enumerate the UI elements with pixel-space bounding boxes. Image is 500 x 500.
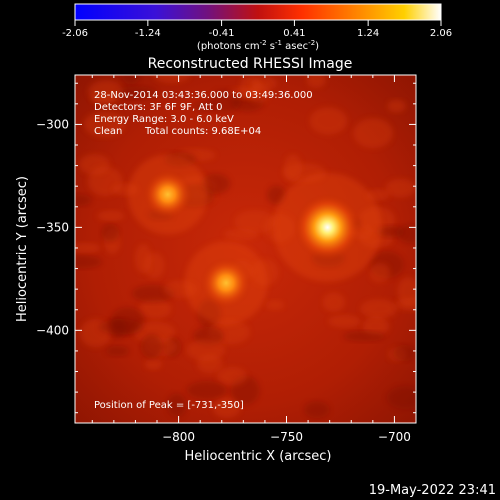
speckle-blob	[105, 345, 130, 357]
speckle-blob	[97, 210, 125, 222]
speckle-blob	[83, 111, 126, 137]
speckle-blob	[353, 118, 393, 149]
source-blob	[293, 193, 362, 262]
speckle-blob	[186, 339, 225, 361]
speckle-blob	[153, 75, 190, 84]
speckle-blob	[304, 401, 330, 419]
speckle-blob	[283, 154, 303, 183]
colorbar-tick-label: -2.06	[62, 28, 88, 39]
speckle-blob	[75, 255, 102, 269]
speckle-blob	[393, 344, 416, 361]
speckle-blob	[75, 194, 92, 207]
speckle-blob	[193, 101, 216, 112]
y-tick-label: −300	[36, 117, 69, 131]
speckle-blob	[385, 178, 416, 198]
chart-title: Reconstructed RHESSI Image	[148, 56, 353, 72]
source-blob	[142, 169, 193, 220]
x-axis-label: Heliocentric X (arcsec)	[185, 449, 332, 464]
colorbar-ticks: -2.06 -1.24 -0.41 0.41 1.24 2.06	[62, 20, 452, 39]
footer-timestamp: 19-May-2022 23:41	[369, 483, 496, 498]
annotation-time: 28-Nov-2014 03:43:36.000 to 03:49:36.000	[94, 90, 313, 101]
speckle-blob	[113, 86, 157, 99]
speckle-blob	[91, 93, 116, 105]
colorbar-units: (photons cm-2 s-1 asec-2)	[197, 39, 319, 52]
speckle-blob	[362, 316, 390, 336]
source-blob	[200, 256, 253, 309]
speckle-blob	[134, 244, 152, 274]
y-tick-label: −400	[36, 323, 69, 337]
speckle-blob	[75, 242, 101, 254]
annotation-counts: Total counts: 9.68E+04	[144, 126, 261, 137]
image-area	[75, 75, 416, 423]
annotation-detectors: Detectors: 3F 6F 9F, Att 0	[94, 102, 222, 113]
x-tick-label: −800	[162, 430, 195, 444]
speckle-blob	[212, 397, 241, 419]
speckle-blob	[99, 319, 143, 335]
speckle-blob	[140, 334, 163, 359]
speckle-blob	[309, 107, 348, 135]
sources	[127, 154, 382, 325]
speckle-blob	[265, 300, 285, 311]
speckle-blob	[166, 393, 187, 418]
y-axis-label: Heliocentric Y (arcsec)	[15, 176, 30, 322]
annotation-peak: Position of Peak = [-731,-350]	[94, 400, 244, 411]
speckle-blob	[186, 381, 227, 400]
speckle-blob	[343, 331, 386, 342]
y-tick-label: −350	[36, 220, 69, 234]
y-axis: −300 −350 −400	[36, 82, 416, 414]
speckle-blob	[139, 298, 172, 319]
speckle-blob	[360, 299, 398, 319]
x-axis: −800 −750 −700	[91, 75, 417, 444]
colorbar: -2.06 -1.24 -0.41 0.41 1.24 2.06 (photons cm-…	[62, 3, 452, 52]
speckle-blob	[249, 83, 270, 104]
speckle-blob	[376, 225, 405, 238]
colorbar-tick-label: -1.24	[135, 28, 161, 39]
speckle-blob	[224, 228, 258, 241]
speckle-blob	[306, 75, 326, 88]
speckle-blob	[144, 358, 162, 370]
colorbar-tick-label: -0.41	[209, 28, 235, 39]
speckle-blob	[328, 314, 361, 328]
colorbar-tick-label: 0.41	[283, 28, 305, 39]
speckle-blob	[217, 367, 247, 386]
colorbar-tick-label: 2.06	[430, 28, 452, 39]
colorbar-gradient	[74, 3, 442, 21]
speckle-blob	[78, 154, 110, 175]
speckle-blob	[322, 292, 345, 312]
annotation-block: 28-Nov-2014 03:43:36.000 to 03:49:36.000…	[94, 90, 313, 411]
speckle-blob	[101, 223, 120, 242]
speckle-blob	[386, 386, 416, 409]
x-tick-label: −700	[378, 430, 411, 444]
annotation-clean: Clean	[94, 126, 122, 137]
speckle-blob	[387, 99, 406, 113]
annotation-energy: Energy Range: 3.0 - 6.0 keV	[94, 114, 234, 125]
speckle-blob	[397, 277, 416, 307]
speckle-blob	[369, 262, 391, 283]
plot-frame	[74, 74, 417, 424]
x-tick-label: −750	[270, 430, 303, 444]
speckle-blob	[209, 89, 241, 113]
speckle-blob	[234, 210, 276, 234]
colorbar-tick-label: 1.24	[357, 28, 379, 39]
speckle-blob	[201, 173, 231, 194]
